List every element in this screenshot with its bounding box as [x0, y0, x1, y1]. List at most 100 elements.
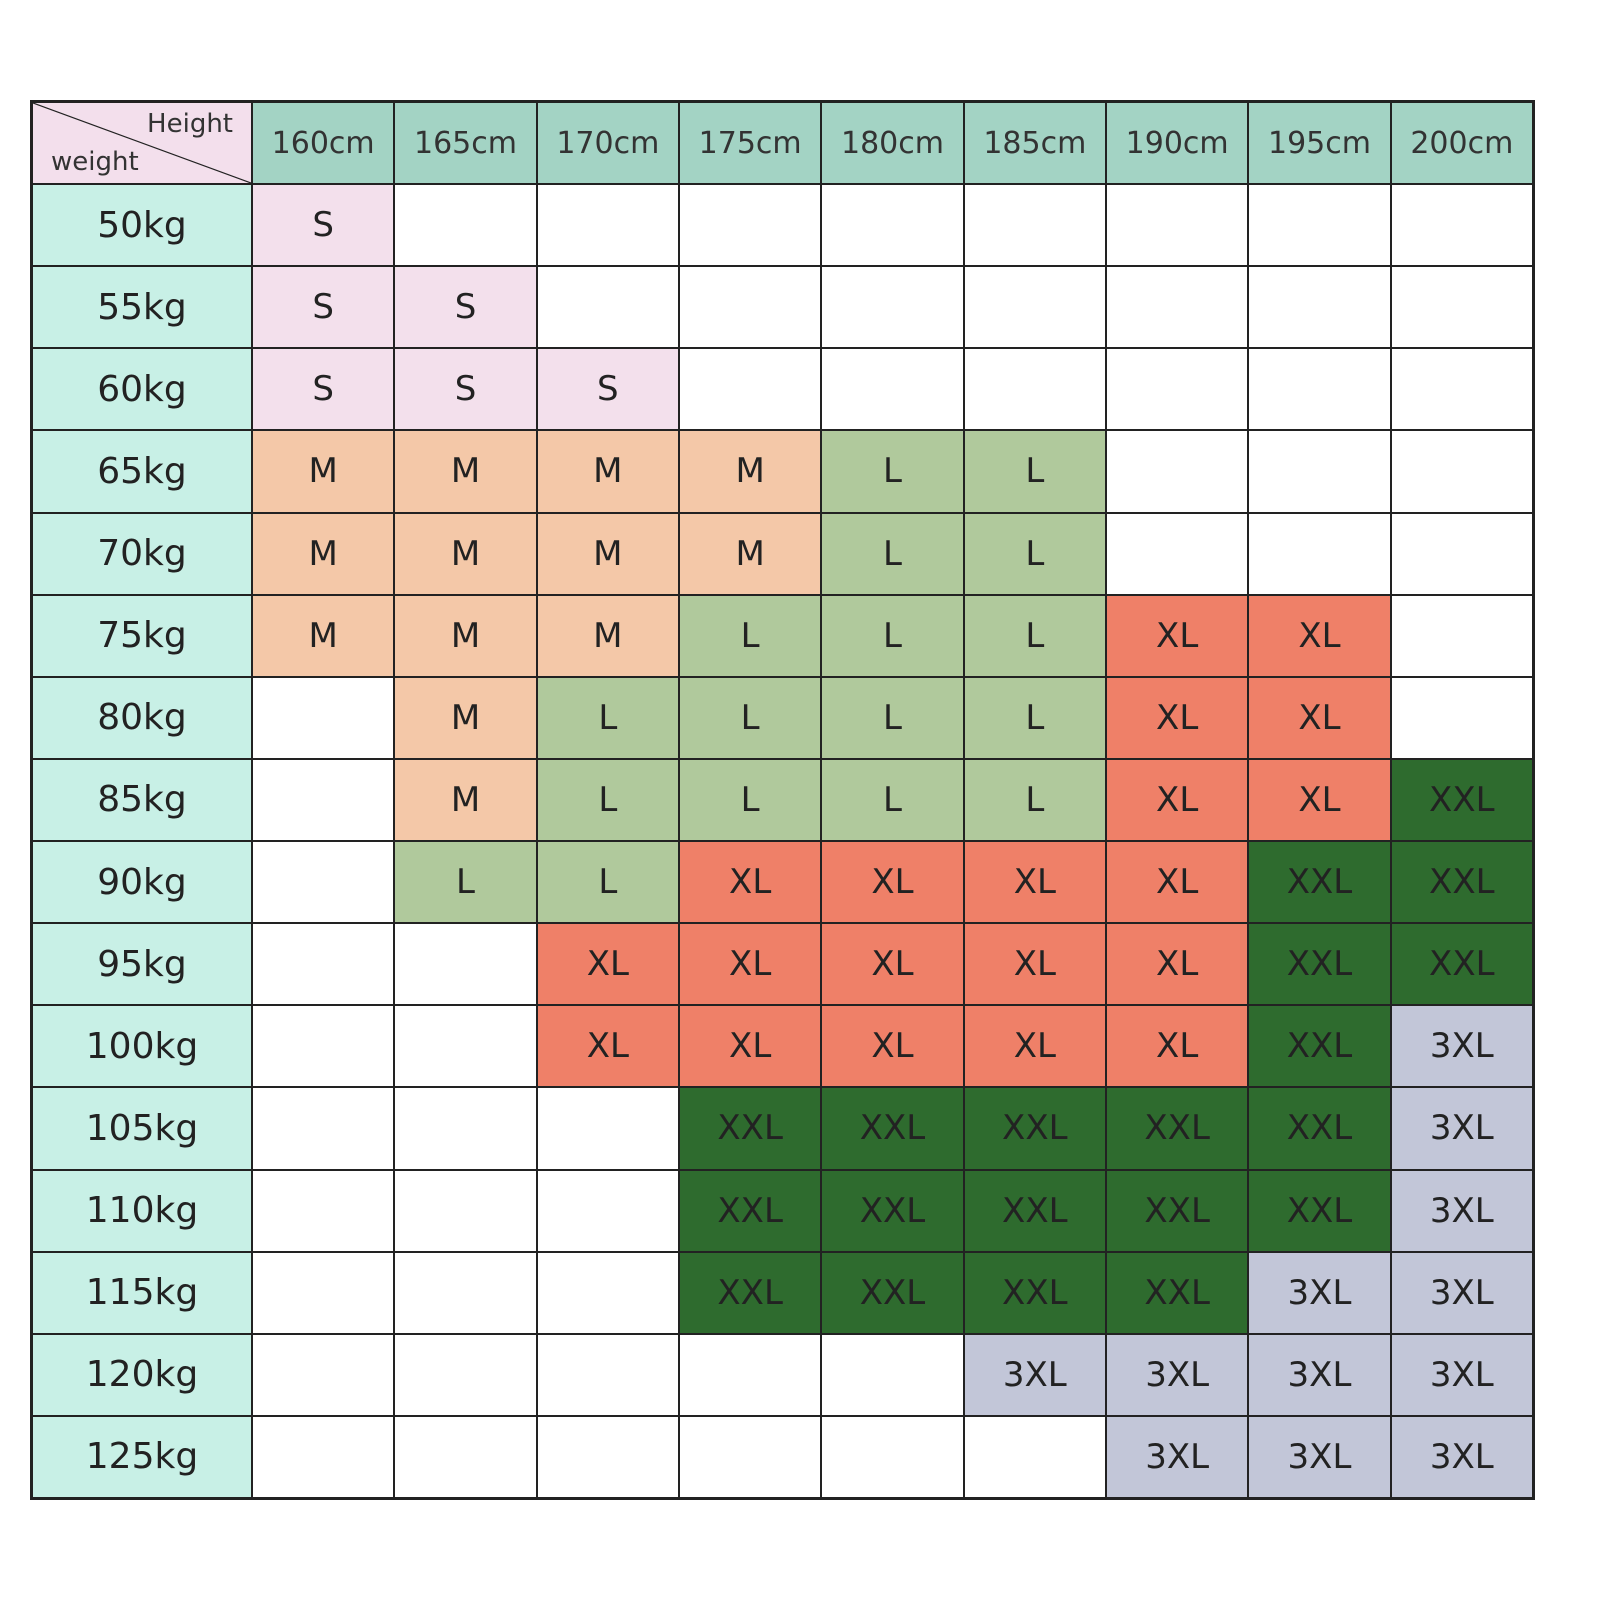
size-cell: XXL [1391, 759, 1532, 840]
size-cell: S [395, 267, 536, 348]
empty-cell [1391, 513, 1532, 594]
size-cell: 3XL [1391, 1088, 1532, 1169]
column-axis-label: Height [147, 109, 233, 139]
size-cell: 3XL [1391, 1252, 1532, 1333]
column-header: 160cm [253, 103, 394, 183]
empty-cell [395, 185, 536, 266]
size-cell: 3XL [964, 1334, 1105, 1415]
empty-cell [253, 1088, 394, 1169]
empty-cell [964, 349, 1105, 430]
empty-cell [822, 1416, 963, 1497]
size-cell: XL [822, 924, 963, 1005]
empty-cell [1106, 185, 1248, 266]
empty-cell [395, 1088, 536, 1169]
size-cell: L [537, 677, 678, 758]
empty-cell [822, 185, 963, 266]
size-cell: L [964, 677, 1105, 758]
size-cell: XXL [1249, 842, 1390, 923]
size-cell: L [822, 513, 963, 594]
size-cell: L [537, 759, 678, 840]
empty-cell [537, 1416, 678, 1497]
empty-cell [253, 1170, 394, 1251]
size-cell: XXL [1249, 924, 1390, 1005]
size-cell: XXL [822, 1170, 963, 1251]
row-header: 75kg [33, 595, 251, 676]
size-cell: M [253, 595, 394, 676]
column-header: 180cm [822, 103, 963, 183]
empty-cell [395, 1170, 536, 1251]
size-cell: XXL [964, 1252, 1105, 1333]
empty-cell [1249, 349, 1390, 430]
empty-cell [537, 1334, 678, 1415]
empty-cell [679, 349, 821, 430]
empty-cell [1249, 267, 1390, 348]
size-cell: 3XL [1249, 1252, 1390, 1333]
size-cell: 3XL [1391, 1006, 1532, 1087]
column-header: 185cm [964, 103, 1105, 183]
size-cell: M [395, 677, 536, 758]
size-cell: XL [1249, 677, 1390, 758]
empty-cell [1106, 349, 1248, 430]
size-cell: XL [537, 924, 678, 1005]
empty-cell [1391, 677, 1532, 758]
column-header: 170cm [537, 103, 678, 183]
size-cell: XXL [679, 1252, 821, 1333]
row-header: 110kg [33, 1170, 251, 1251]
row-axis-label: weight [51, 147, 139, 177]
size-cell: L [822, 595, 963, 676]
size-cell: M [537, 513, 678, 594]
size-cell: L [679, 595, 821, 676]
size-cell: XL [1106, 1006, 1248, 1087]
empty-cell [822, 349, 963, 430]
size-cell: 3XL [1391, 1170, 1532, 1251]
empty-cell [1249, 513, 1390, 594]
row-header: 90kg [33, 842, 251, 923]
empty-cell [679, 185, 821, 266]
size-cell: 3XL [1249, 1334, 1390, 1415]
size-cell: S [253, 349, 394, 430]
column-header: 165cm [395, 103, 536, 183]
size-cell: L [537, 842, 678, 923]
row-header: 105kg [33, 1088, 251, 1169]
row-header: 85kg [33, 759, 251, 840]
size-cell: S [395, 349, 536, 430]
empty-cell [253, 759, 394, 840]
size-cell: XXL [822, 1088, 963, 1169]
empty-cell [253, 1416, 394, 1497]
diagonal [33, 103, 251, 183]
empty-cell [253, 1006, 394, 1087]
size-cell: XL [822, 1006, 963, 1087]
size-cell: XL [1249, 595, 1390, 676]
empty-cell [1106, 267, 1248, 348]
size-cell: XXL [822, 1252, 963, 1333]
size-table: Height weight 160cm 165cm 170cm 175cm 180cm 1… [30, 100, 1535, 1500]
size-cell: M [395, 595, 536, 676]
empty-cell [395, 1416, 536, 1497]
size-cell: L [964, 759, 1105, 840]
size-cell: XL [964, 842, 1105, 923]
size-cell: S [253, 185, 394, 266]
empty-cell [1391, 595, 1532, 676]
size-cell: XL [1106, 842, 1248, 923]
row-header: 50kg [33, 185, 251, 266]
empty-cell [253, 842, 394, 923]
empty-cell [253, 677, 394, 758]
empty-cell [253, 924, 394, 1005]
row-header: 80kg [33, 677, 251, 758]
size-cell: XL [822, 842, 963, 923]
empty-cell [822, 267, 963, 348]
size-cell: XXL [1106, 1170, 1248, 1251]
empty-cell [537, 1252, 678, 1333]
size-cell: XL [679, 1006, 821, 1087]
empty-cell [395, 1334, 536, 1415]
size-cell: 3XL [1391, 1416, 1532, 1497]
size-cell: XL [1106, 759, 1248, 840]
size-cell: M [537, 595, 678, 676]
empty-cell [1391, 267, 1532, 348]
size-cell: L [822, 759, 963, 840]
row-header: 70kg [33, 513, 251, 594]
empty-cell [964, 185, 1105, 266]
size-cell: M [253, 431, 394, 512]
size-cell: XXL [964, 1088, 1105, 1169]
row-header: 55kg [33, 267, 251, 348]
